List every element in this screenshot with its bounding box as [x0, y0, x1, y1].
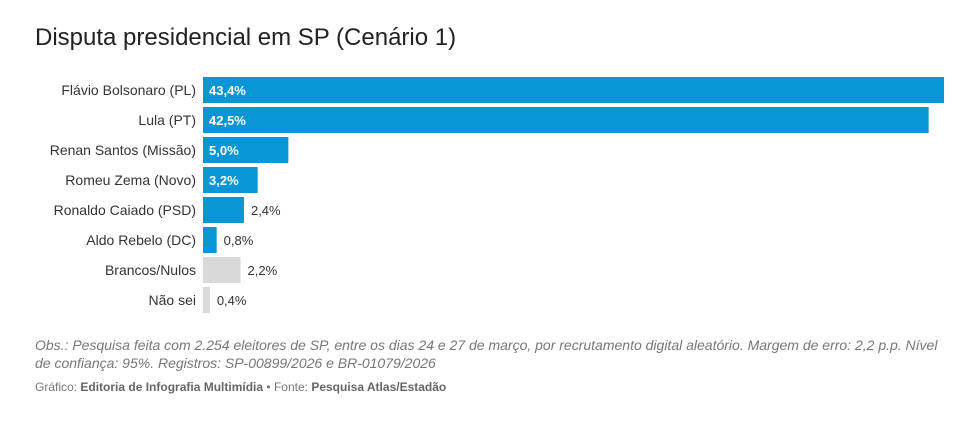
bar-renan-santos-missao — [203, 137, 289, 163]
value-label-ronaldo-caiado-psd: 2,4% — [251, 203, 281, 218]
category-label-aldo-rebelo-dc: Aldo Rebelo (DC) — [86, 232, 196, 248]
value-label-flavio-bolsonaro-pl: 43,4% — [209, 83, 246, 98]
footer-source-label: Fonte: — [273, 380, 308, 394]
value-label-nao-sei: 0,4% — [217, 293, 247, 308]
value-label-lula-pt: 42,5% — [209, 113, 246, 128]
chart-title: Disputa presidencial em SP (Cenário 1) — [35, 24, 457, 51]
footer-chart-author: Editoria de Infografia Multimídia — [80, 380, 264, 394]
category-label-brancos-nulos: Brancos/Nulos — [105, 262, 196, 278]
bar-aldo-rebelo-dc — [203, 227, 217, 253]
bar-nao-sei — [203, 287, 210, 313]
bar-flavio-bolsonaro-pl — [203, 77, 944, 103]
chart-footer: Gráfico: Editoria de Infografia Multimíd… — [35, 380, 446, 394]
category-label-lula-pt: Lula (PT) — [138, 112, 196, 128]
category-label-nao-sei: Não sei — [149, 292, 196, 308]
value-label-brancos-nulos: 2,2% — [248, 263, 278, 278]
bar-romeu-zema-novo — [203, 167, 258, 193]
bar-lula-pt — [203, 107, 929, 133]
category-label-romeu-zema-novo: Romeu Zema (Novo) — [65, 172, 196, 188]
bar-brancos-nulos — [203, 257, 241, 283]
value-label-renan-santos-missao: 5,0% — [209, 143, 239, 158]
category-label-renan-santos-missao: Renan Santos (Missão) — [50, 142, 196, 158]
chart-notes: Obs.: Pesquisa feita com 2.254 eleitores… — [35, 337, 938, 371]
category-label-ronaldo-caiado-psd: Ronaldo Caiado (PSD) — [54, 202, 196, 218]
value-label-romeu-zema-novo: 3,2% — [209, 173, 239, 188]
category-label-flavio-bolsonaro-pl: Flávio Bolsonaro (PL) — [61, 82, 196, 98]
bar-chart: Flávio Bolsonaro (PL) 43,4% Lula (PT) 42,5%… — [50, 77, 944, 313]
footer-chart-label: Gráfico: — [35, 380, 78, 394]
value-label-aldo-rebelo-dc: 0,8% — [224, 233, 254, 248]
footer-separator: • — [266, 380, 271, 394]
bar-ronaldo-caiado-psd — [203, 197, 244, 223]
footer-source: Pesquisa Atlas/Estadão — [311, 380, 447, 394]
